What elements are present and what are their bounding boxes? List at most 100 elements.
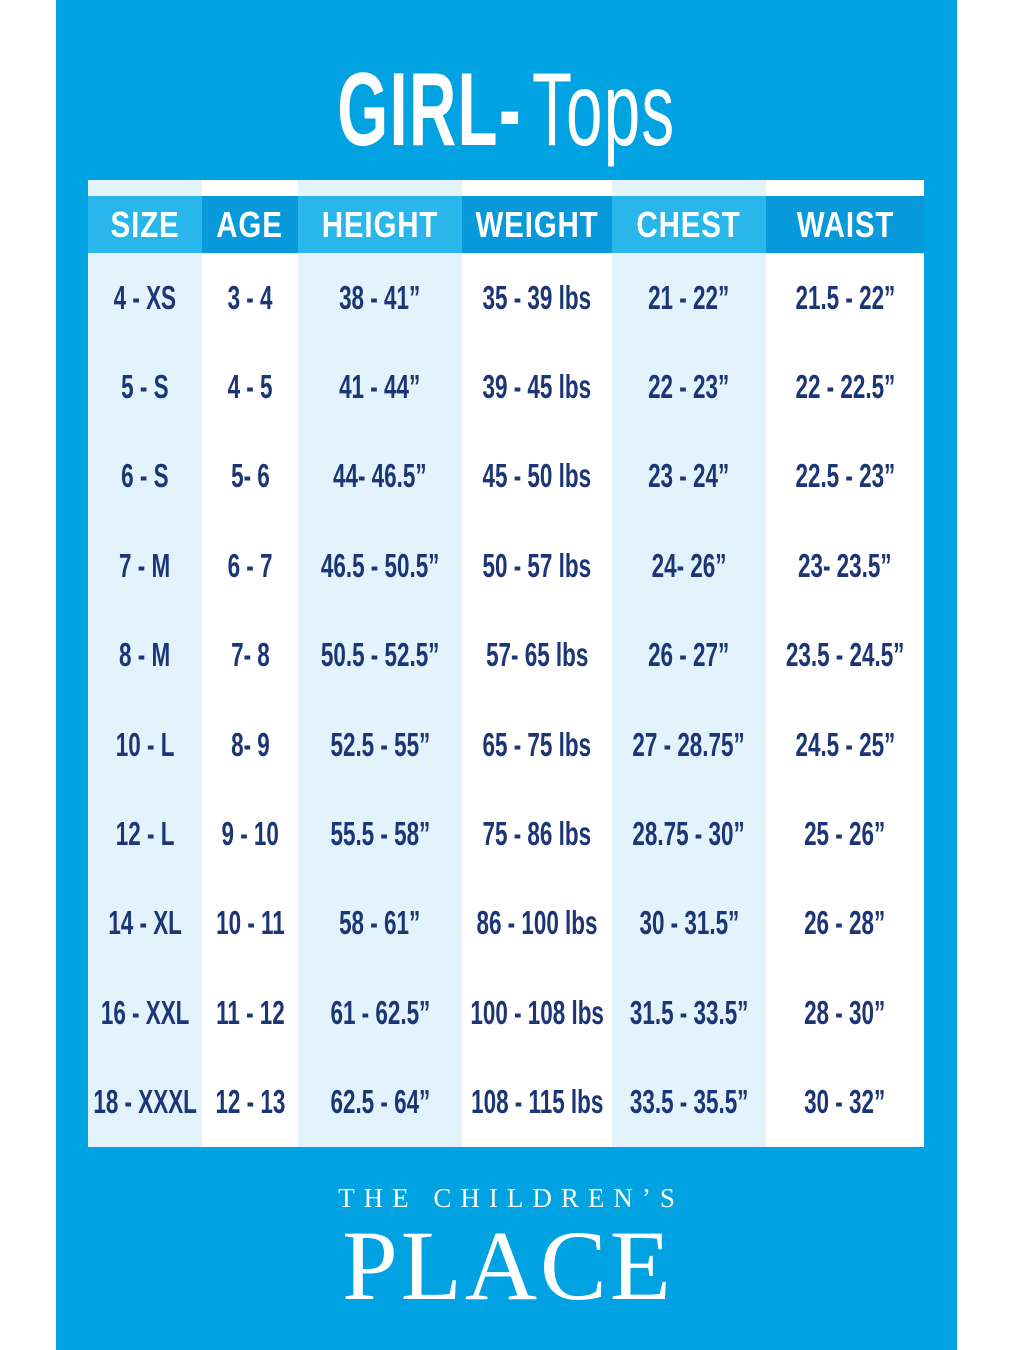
cell-size: 18 - XXXL	[88, 1057, 202, 1147]
cell-waist: 22 - 22.5”	[766, 342, 924, 432]
cell-height: 50.5 - 52.5”	[298, 610, 462, 700]
table-row: 10 - L 8- 9 52.5 - 55” 65 - 75 lbs 27 - …	[88, 699, 924, 790]
table-row: 12 - L 9 - 10 55.5 - 58” 75 - 86 lbs 28.…	[88, 789, 924, 879]
column-header-chest: CHEST	[612, 196, 766, 253]
cell-waist: 25 - 26”	[766, 789, 924, 879]
cell-chest: 28.75 - 30”	[612, 789, 766, 879]
strip-cell	[612, 180, 766, 196]
cell-weight: 45 - 50 lbs	[462, 431, 612, 522]
size-chart-card: GIRL-Tops SIZE AGE HEIGHT WEIGHT CHEST W…	[56, 0, 957, 1350]
strip-cell	[462, 180, 612, 196]
cell-chest: 33.5 - 35.5”	[612, 1057, 766, 1147]
cell-chest: 30 - 31.5”	[612, 878, 766, 969]
cell-waist: 24.5 - 25”	[766, 699, 924, 790]
cell-age: 10 - 11	[202, 878, 298, 969]
cell-age: 9 - 10	[202, 789, 298, 879]
cell-size: 6 - S	[88, 431, 202, 522]
column-header-waist-label: WAIST	[796, 203, 894, 245]
cell-weight: 50 - 57 lbs	[462, 521, 612, 611]
cell-weight: 65 - 75 lbs	[462, 699, 612, 790]
page-title: GIRL-Tops	[56, 0, 957, 180]
cell-height: 41 - 44”	[298, 342, 462, 432]
cell-weight: 57- 65 lbs	[462, 610, 612, 700]
cell-size: 8 - M	[88, 610, 202, 700]
cell-height: 62.5 - 64”	[298, 1057, 462, 1147]
strip-cell	[88, 180, 202, 196]
brand-logo-line1: THE CHILDREN’S	[338, 1183, 684, 1213]
cell-weight: 100 - 108 lbs	[462, 968, 612, 1058]
cell-size: 14 - XL	[88, 878, 202, 969]
cell-height: 58 - 61”	[298, 878, 462, 969]
brand-logo: THE CHILDREN’S PLACE	[56, 1147, 957, 1350]
cell-weight: 35 - 39 lbs	[462, 253, 612, 343]
cell-waist: 26 - 28”	[766, 878, 924, 969]
table-row: 6 - S 5- 6 44- 46.5” 45 - 50 lbs 23 - 24…	[88, 431, 924, 522]
table-row: 16 - XXL 11 - 12 61 - 62.5” 100 - 108 lb…	[88, 968, 924, 1058]
cell-height: 38 - 41”	[298, 253, 462, 343]
table-header-row: SIZE AGE HEIGHT WEIGHT CHEST WAIST	[88, 196, 924, 253]
column-header-height-label: HEIGHT	[321, 203, 439, 245]
cell-weight: 86 - 100 lbs	[462, 878, 612, 969]
column-header-size: SIZE	[88, 196, 202, 253]
cell-age: 6 - 7	[202, 521, 298, 611]
column-header-weight-label: WEIGHT	[475, 203, 599, 245]
cell-chest: 26 - 27”	[612, 610, 766, 700]
cell-chest: 21 - 22”	[612, 253, 766, 343]
cell-chest: 31.5 - 33.5”	[612, 968, 766, 1058]
cell-chest: 22 - 23”	[612, 342, 766, 432]
table-top-strip	[88, 180, 924, 196]
column-header-age-label: AGE	[216, 203, 284, 245]
cell-waist: 21.5 - 22”	[766, 253, 924, 343]
column-header-size-label: SIZE	[110, 203, 180, 245]
cell-chest: 27 - 28.75”	[612, 699, 766, 790]
cell-age: 8- 9	[202, 699, 298, 790]
strip-cell	[298, 180, 462, 196]
cell-age: 12 - 13	[202, 1057, 298, 1147]
cell-height: 61 - 62.5”	[298, 968, 462, 1058]
table-row: 18 - XXXL 12 - 13 62.5 - 64” 108 - 115 l…	[88, 1057, 924, 1147]
table-row: 8 - M 7- 8 50.5 - 52.5” 57- 65 lbs 26 - …	[88, 610, 924, 700]
cell-weight: 39 - 45 lbs	[462, 342, 612, 432]
cell-chest: 23 - 24”	[612, 431, 766, 522]
cell-weight: 108 - 115 lbs	[462, 1057, 612, 1147]
cell-height: 55.5 - 58”	[298, 789, 462, 879]
cell-waist: 28 - 30”	[766, 968, 924, 1058]
strip-cell	[766, 180, 924, 196]
column-header-weight: WEIGHT	[462, 196, 612, 253]
cell-waist: 23.5 - 24.5”	[766, 610, 924, 700]
cell-age: 5- 6	[202, 431, 298, 522]
cell-age: 7- 8	[202, 610, 298, 700]
cell-size: 7 - M	[88, 521, 202, 611]
brand-logo-line2: PLACE	[342, 1210, 674, 1321]
cell-age: 3 - 4	[202, 253, 298, 343]
table-row: 7 - M 6 - 7 46.5 - 50.5” 50 - 57 lbs 24-…	[88, 521, 924, 611]
cell-chest: 24- 26”	[612, 521, 766, 611]
cell-height: 52.5 - 55”	[298, 699, 462, 790]
cell-weight: 75 - 86 lbs	[462, 789, 612, 879]
cell-age: 4 - 5	[202, 342, 298, 432]
strip-cell	[202, 180, 298, 196]
table-row: 5 - S 4 - 5 41 - 44” 39 - 45 lbs 22 - 23…	[88, 342, 924, 432]
cell-waist: 22.5 - 23”	[766, 431, 924, 522]
cell-height: 44- 46.5”	[298, 431, 462, 522]
column-header-age: AGE	[202, 196, 298, 253]
page-title-text: GIRL-Tops	[337, 58, 675, 162]
column-header-chest-label: CHEST	[636, 203, 742, 245]
cell-height: 46.5 - 50.5”	[298, 521, 462, 611]
cell-age: 11 - 12	[202, 968, 298, 1058]
cell-size: 12 - L	[88, 789, 202, 879]
cell-size: 4 - XS	[88, 253, 202, 343]
cell-size: 10 - L	[88, 699, 202, 790]
cell-waist: 23- 23.5”	[766, 521, 924, 611]
table-row: 4 - XS 3 - 4 38 - 41” 35 - 39 lbs 21 - 2…	[88, 253, 924, 343]
size-table: SIZE AGE HEIGHT WEIGHT CHEST WAIST 4 - X…	[88, 180, 924, 1147]
cell-waist: 30 - 32”	[766, 1057, 924, 1147]
column-header-height: HEIGHT	[298, 196, 462, 253]
title-girl: GIRL-	[337, 52, 523, 168]
title-tops: Tops	[532, 52, 676, 168]
column-header-waist: WAIST	[766, 196, 924, 253]
cell-size: 16 - XXL	[88, 968, 202, 1058]
cell-size: 5 - S	[88, 342, 202, 432]
table-row: 14 - XL 10 - 11 58 - 61” 86 - 100 lbs 30…	[88, 878, 924, 969]
